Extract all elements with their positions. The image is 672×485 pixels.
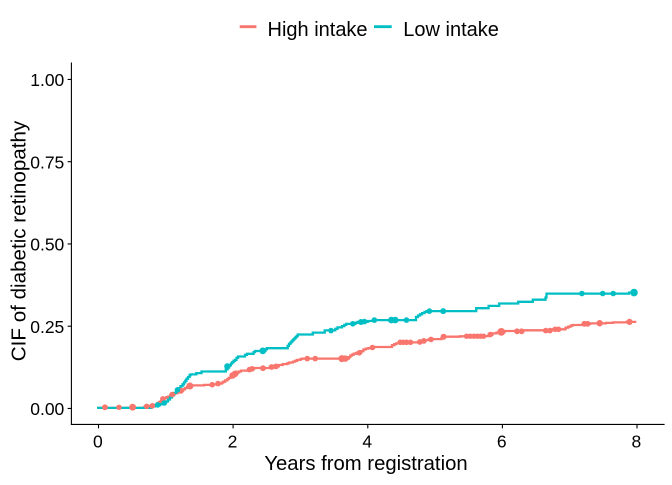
- svg-text:4: 4: [362, 431, 372, 451]
- svg-text:0: 0: [93, 431, 103, 451]
- svg-text:Years from registration: Years from registration: [264, 453, 467, 475]
- svg-text:1.00: 1.00: [30, 70, 64, 90]
- svg-text:0.75: 0.75: [30, 152, 64, 172]
- svg-text:CIF of diabetic retinopathy: CIF of diabetic retinopathy: [8, 120, 31, 361]
- svg-text:High intake: High intake: [268, 19, 368, 41]
- svg-text:0.25: 0.25: [30, 317, 64, 337]
- svg-text:8: 8: [632, 431, 642, 451]
- svg-text:Low intake: Low intake: [403, 19, 499, 41]
- svg-text:6: 6: [497, 431, 507, 451]
- svg-text:0.00: 0.00: [30, 399, 64, 419]
- svg-text:0.50: 0.50: [30, 235, 64, 255]
- svg-text:2: 2: [228, 431, 238, 451]
